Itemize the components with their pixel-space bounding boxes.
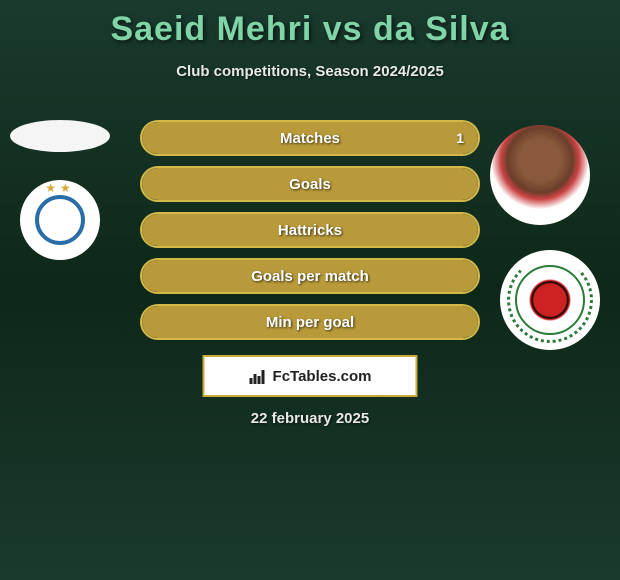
stat-bar: Hattricks bbox=[140, 212, 480, 248]
stat-bar: Goals bbox=[140, 166, 480, 202]
player2-name: da Silva bbox=[373, 10, 510, 48]
stat-bar: 1 Matches bbox=[140, 120, 480, 156]
brand-box: FcTables.com bbox=[203, 355, 418, 397]
club-stars-icon: ★★ bbox=[39, 181, 81, 195]
player2-avatar bbox=[490, 125, 590, 225]
club-ring-icon: ★★ bbox=[35, 195, 85, 245]
bar-chart-icon bbox=[249, 367, 267, 385]
player1-name: Saeid Mehri bbox=[110, 10, 312, 48]
player1-club-badge: ★★ bbox=[20, 180, 100, 260]
stat-value-right: 1 bbox=[456, 130, 464, 146]
stat-bar: Goals per match bbox=[140, 258, 480, 294]
player1-avatar bbox=[10, 120, 110, 152]
stat-label: Min per goal bbox=[266, 314, 354, 331]
subtitle: Club competitions, Season 2024/2025 bbox=[0, 63, 620, 80]
vs-text: vs bbox=[323, 10, 363, 48]
stats-bars: 1 Matches Goals Hattricks Goals per match Min… bbox=[140, 120, 480, 350]
stat-bar: Min per goal bbox=[140, 304, 480, 340]
stat-label: Goals bbox=[289, 176, 331, 193]
brand-text: FcTables.com bbox=[273, 368, 372, 385]
comparison-title: Saeid Mehri vs da Silva bbox=[0, 0, 620, 49]
player2-club-badge bbox=[500, 250, 600, 350]
stat-label: Goals per match bbox=[251, 268, 369, 285]
club-wreath-icon bbox=[507, 257, 593, 343]
stat-label: Matches bbox=[280, 130, 340, 147]
bar-fill-left bbox=[142, 168, 310, 200]
club-emblem-icon bbox=[515, 265, 585, 335]
date-text: 22 february 2025 bbox=[0, 410, 620, 427]
bar-fill-right bbox=[310, 168, 478, 200]
stat-label: Hattricks bbox=[278, 222, 342, 239]
